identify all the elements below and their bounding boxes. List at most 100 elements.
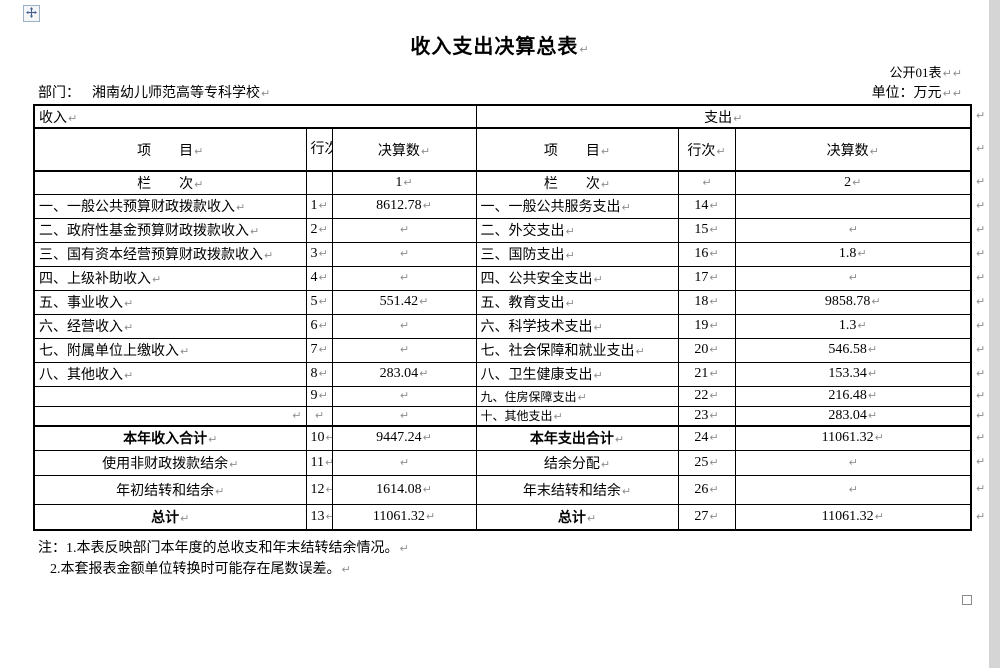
column-header-row: 项 目↵ 行次↵ 决算数↵ 项 目↵ 行次↵ 决算数↵ (33, 127, 972, 172)
income-line: 9 (310, 388, 318, 403)
table-row-total-year: 本年收入合计↵ 10↵ 9447.24↵ 本年支出合计↵ 24↵ 11061.3… (33, 425, 972, 451)
header-item-label: 项 目 (543, 143, 600, 159)
income-line-cell: 10↵ (305, 425, 333, 451)
paragraph-mark: ↵ (565, 297, 575, 310)
expense-amount-cell: 11061.32↵ (734, 503, 972, 531)
income-item-cell: 五、事业收入↵ (33, 289, 307, 315)
income-amount-cell: 9447.24↵ (331, 425, 477, 451)
income-amount-cell: ↵ (331, 313, 477, 339)
expense-amount-cell: 1.8↵ (734, 241, 972, 267)
expense-amount: 216.48 (828, 388, 867, 403)
table-row: 二、政府性基金预算财政拨款收入↵ 2↵ ↵ 二、外交支出↵ 15↵ ↵ (33, 217, 972, 243)
index-row-label: 栏 次 (137, 176, 194, 192)
paragraph-mark: ↵ (326, 431, 332, 444)
table-move-handle[interactable] (23, 5, 40, 22)
paragraph-mark: ↵ (194, 144, 204, 158)
paragraph-mark: ↵ (976, 482, 986, 495)
paragraph-mark: ↵ (976, 294, 986, 308)
paragraph-mark: ↵ (124, 321, 134, 334)
meta-row: 部门： 湘南幼儿师范高等专科学校↵ 单位：万元↵↵ (38, 82, 962, 102)
income-item: 三、国有资本经营预算财政拨款收入 (39, 248, 263, 263)
paragraph-mark: ↵ (709, 343, 719, 356)
expense-section-cell: 支出↵ (475, 104, 972, 129)
expense-item-cell: 六、科学技术支出↵ (475, 313, 679, 339)
paragraph-mark: ↵ (229, 457, 239, 471)
income-item: 总计 (151, 510, 180, 526)
paragraph-mark: ↵ (709, 389, 719, 402)
paragraph-mark: ↵ (565, 249, 575, 262)
paragraph-mark: ↵ (399, 542, 409, 555)
income-line-cell: 7↵ (305, 337, 333, 363)
expense-amount-cell (734, 193, 972, 219)
paragraph-mark: ↵ (399, 247, 410, 260)
expense-item-cell: 三、国防支出↵ (475, 241, 679, 267)
paragraph-mark: ↵ (976, 388, 986, 402)
unit-line: 单位：万元↵↵ (872, 82, 962, 102)
income-item: 八、其他收入 (39, 368, 123, 383)
income-item-cell: 三、国有资本经营预算财政拨款收入↵ (33, 241, 307, 267)
expense-section-label: 支出 (704, 110, 733, 126)
page-title: 收入支出决算总表 (410, 36, 579, 58)
expense-line-cell: 25↵ (677, 449, 736, 476)
paragraph-mark: ↵ (180, 511, 190, 525)
expense-amount: 1.8 (838, 246, 857, 261)
income-line: 1 (310, 198, 318, 213)
income-amount-cell: ↵ (331, 217, 477, 243)
expense-item-cell: 结余分配↵ (475, 449, 679, 476)
paragraph-mark: ↵ (236, 201, 246, 214)
expense-line: 16 (694, 246, 709, 261)
income-item-header: 项 目↵ (33, 127, 307, 172)
table-resize-handle[interactable] (962, 595, 972, 605)
income-line-cell: 9↵ (305, 385, 333, 407)
income-index-value-cell: 1↵ (331, 170, 477, 195)
paragraph-mark: ↵ (848, 455, 858, 469)
expense-line: 23 (694, 407, 709, 423)
unit-label: 单位：万元 (871, 86, 942, 101)
expense-index-line-cell: ↵ (677, 170, 736, 195)
expense-amount: 546.58 (828, 342, 867, 357)
paragraph-mark: ↵ (422, 482, 432, 496)
income-line: 3 (310, 246, 318, 261)
income-section-label: 收入 (39, 110, 67, 126)
expense-amount-cell: 546.58↵ (734, 337, 972, 363)
paragraph-mark: ↵ (194, 177, 204, 191)
expense-line-cell: 27↵ (677, 503, 736, 531)
summary-table-wrap: 收入↵ 支出↵ 项 目↵ 行次↵ 决算数↵ 项 目↵ 行次↵ 决算数↵ 栏 次↵… (33, 104, 972, 531)
paragraph-mark: ↵ (250, 225, 260, 238)
paragraph-mark: ↵ (422, 431, 432, 445)
expense-line: 20 (694, 342, 709, 357)
income-line-cell: 1↵ (305, 193, 333, 219)
expense-line-cell: 24↵ (677, 425, 736, 451)
paragraph-mark: ↵ (152, 273, 162, 286)
paragraph-mark: ↵ (848, 271, 858, 284)
expense-line: 25 (694, 454, 709, 470)
expense-item-cell: 八、卫生健康支出↵ (475, 361, 679, 387)
column-index-row: 栏 次↵ 1↵ 栏 次↵ ↵ 2↵ (33, 170, 972, 195)
paragraph-mark: ↵ (976, 408, 986, 422)
income-amount: 9447.24 (376, 430, 422, 446)
expense-amount-header: 决算数↵ (734, 127, 972, 172)
income-item-cell: 年初结转和结余↵ (33, 474, 307, 505)
paragraph-mark: ↵ (419, 367, 429, 380)
income-amount-cell: 8612.78↵ (331, 193, 477, 219)
paragraph-mark: ↵ (635, 345, 645, 358)
department-line: 部门： 湘南幼儿师范高等专科学校↵ (38, 82, 270, 102)
income-line: 11 (310, 454, 324, 470)
paragraph-mark: ↵ (709, 408, 719, 422)
paragraph-mark: ↵ (976, 430, 986, 444)
income-item-cell (33, 385, 307, 407)
paragraph-mark: ↵ (709, 223, 719, 236)
expense-line: 14 (694, 198, 709, 213)
expense-amount: 153.34 (828, 366, 867, 381)
income-amount-header: 决算数↵ (331, 127, 477, 172)
paragraph-mark: ↵ (399, 343, 410, 356)
table-row: 八、其他收入↵ 8↵ 283.04↵ 八、卫生健康支出↵ 21↵ 153.34↵ (33, 361, 972, 387)
expense-item-cell: 十、其他支出↵ (475, 405, 679, 427)
expense-line: 22 (694, 388, 709, 403)
income-item: 六、经营收入 (39, 320, 123, 335)
paragraph-mark: ↵ (709, 431, 719, 445)
department-label: 部门： (38, 86, 80, 101)
income-item-cell: ↵ (33, 405, 307, 427)
paragraph-mark: ↵ (709, 319, 719, 332)
expense-index-label-cell: 栏 次↵ (475, 170, 679, 195)
